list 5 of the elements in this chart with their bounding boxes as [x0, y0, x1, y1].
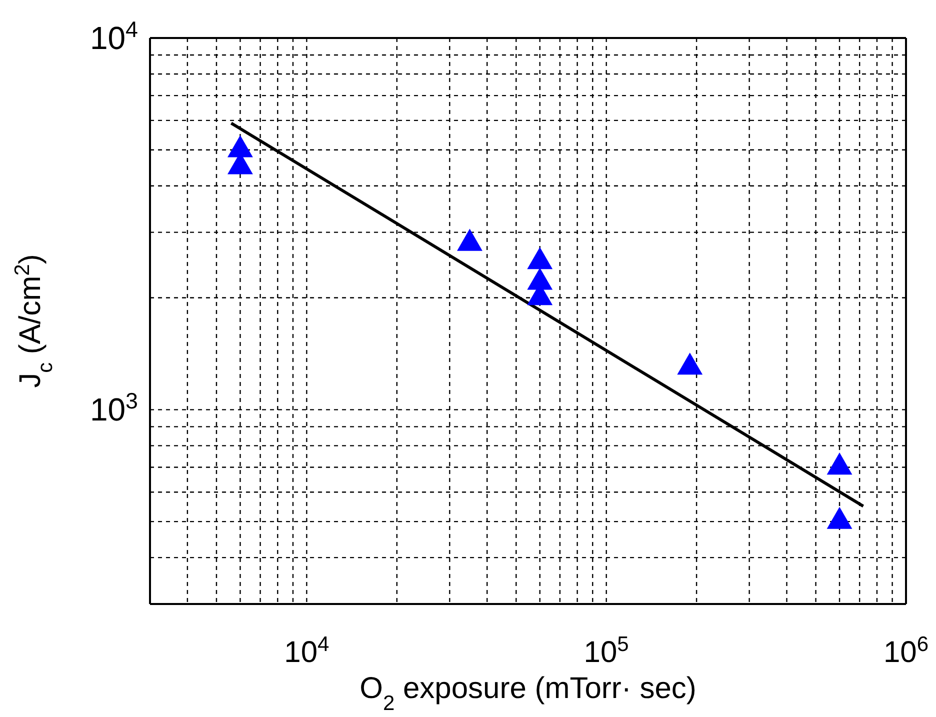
x-tick-label: 10$^{4}$	[284, 632, 330, 669]
x-axis-title: O$_{2}$ exposure (mTorr· sec)	[360, 672, 696, 714]
x-tick-label: 10$^{6}$	[883, 632, 929, 669]
y-tick-label: 10$^{3}$	[90, 388, 138, 428]
x-tick-label: 10$^{5}$	[584, 632, 629, 669]
